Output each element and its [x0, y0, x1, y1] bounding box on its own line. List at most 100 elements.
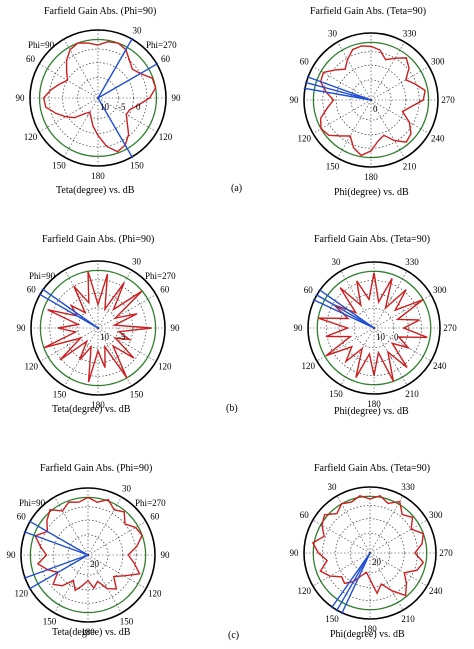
grid-ring	[67, 534, 109, 576]
angle-label: 90	[17, 323, 27, 333]
polar-panel-b-left: Farfield Gain Abs. (Phi=90) 30 60 90 120 150…	[0, 228, 200, 438]
radial-label: -5	[118, 102, 126, 112]
beam-line	[38, 293, 99, 329]
beam-line	[340, 552, 371, 615]
grid-ring	[52, 519, 124, 591]
polar-plot: 330 300 270 240 210 180 150 120 90 60 30 20	[290, 482, 454, 634]
radial-label: 0	[394, 332, 399, 342]
beam-line	[330, 552, 371, 609]
beam-line	[97, 62, 159, 99]
angle-label: 210	[401, 614, 415, 624]
grid-ring	[77, 307, 119, 349]
polar-panel-a-left: Farfield Gain Abs. (Phi=90) 30 60 90 120 150…	[0, 0, 200, 210]
angle-label: 120	[24, 132, 38, 142]
panel-xlabel: Teta(degree) vs. dB	[56, 185, 135, 196]
grid-spoke	[373, 294, 432, 329]
angle-label: 60	[304, 285, 314, 295]
angle-label: 330	[401, 482, 415, 492]
grid-spoke	[87, 496, 122, 556]
grid-ring	[353, 307, 395, 349]
grid-spoke	[87, 554, 147, 589]
grid-spoke	[369, 519, 428, 554]
row-label-c: (c)	[228, 630, 240, 641]
grid-spoke	[337, 41, 372, 101]
grid-ring	[322, 505, 418, 601]
angle-label: 270	[441, 95, 455, 105]
outer-ring	[303, 486, 437, 620]
beam-line	[315, 293, 375, 329]
grid-ring	[335, 64, 407, 136]
panel-title: Farfield Gain Abs. (Teta=90)	[314, 463, 431, 474]
beam-line	[303, 87, 372, 101]
grid-ring	[339, 293, 409, 363]
beam-line	[28, 520, 89, 556]
angle-label: 120	[158, 362, 172, 372]
grid-spoke	[369, 495, 404, 554]
panel-xlabel: Phi(degree) vs. dB	[334, 187, 409, 198]
pattern-line	[319, 45, 426, 157]
outer-ring	[307, 261, 441, 395]
angle-label: 90	[290, 548, 300, 558]
grid-spoke	[370, 99, 430, 134]
radial-label: 10	[100, 102, 110, 112]
grid-ring	[335, 518, 405, 588]
grid-spoke	[64, 269, 99, 329]
grid-spoke	[370, 41, 405, 101]
grid-spoke	[97, 327, 157, 362]
grid-spoke	[63, 38, 99, 99]
grid-spoke	[38, 97, 99, 133]
side-label-left: Phi=90	[28, 40, 55, 50]
grid-ring	[48, 48, 148, 148]
grid-spoke	[97, 269, 132, 329]
grid-ring	[349, 532, 391, 574]
grid-spoke	[97, 327, 132, 387]
angle-label: 300	[431, 57, 445, 67]
angle-label: 150	[52, 161, 66, 171]
angle-label: 150	[325, 614, 339, 624]
panel-title: Farfield Gain Abs. (Teta=90)	[314, 234, 431, 245]
angle-label: 330	[405, 257, 419, 267]
grid-spoke	[87, 554, 122, 614]
polar-plot: 30 60 90 120 150 180 150 120 90 60 20 Phi=90 Phi=270	[7, 483, 171, 637]
polar-plot: 30 60 90 120 150 180 150 120 90 60 10 -5 0 Phi=90 Phi=…	[16, 26, 182, 182]
angle-label: 30	[122, 483, 132, 493]
angle-label: 90	[16, 93, 26, 103]
angle-label: 150	[326, 162, 340, 172]
angle-label: 30	[332, 257, 342, 267]
angle-label: 30	[133, 26, 143, 36]
grid-spoke	[38, 63, 99, 99]
radial-label: -5	[118, 332, 126, 342]
beam-line	[304, 81, 372, 101]
reference-ring	[312, 41, 430, 159]
radial-label: 0	[373, 104, 378, 114]
polar-plot: 30 60 90 120 150 180 150 120 90 60 10 -5 Phi=90 Phi=2…	[17, 256, 181, 410]
angle-label: 150	[120, 617, 134, 627]
beam-line	[318, 288, 375, 329]
beam-line	[28, 554, 89, 590]
angle-label: 150	[53, 390, 67, 400]
reference-ring	[38, 38, 158, 158]
angle-label: 30	[328, 482, 338, 492]
beam-line	[23, 554, 89, 580]
grid-spoke	[340, 270, 375, 329]
angle-label: 150	[329, 389, 343, 399]
angle-label: 300	[433, 285, 447, 295]
panel-title: Farfield Gain Abs. (Phi=90)	[40, 463, 153, 474]
grid-spoke	[370, 66, 430, 101]
grid-spoke	[97, 97, 158, 133]
panel-title: Farfield Gain Abs. (Phi=90)	[42, 234, 155, 245]
grid-ring	[62, 292, 134, 364]
angle-label: 180	[91, 171, 105, 181]
angle-label: 90	[7, 550, 17, 560]
angle-label: 120	[298, 134, 312, 144]
angle-label: 150	[130, 390, 144, 400]
angle-label: 30	[328, 28, 338, 38]
angle-label: 180	[363, 624, 377, 634]
panel-title: Farfield Gain Abs. (Teta=90)	[310, 6, 427, 17]
angle-label: 210	[405, 389, 419, 399]
angle-label: 60	[300, 510, 310, 520]
pattern-line	[311, 495, 425, 597]
angle-label: 240	[429, 586, 443, 596]
side-label-left: Phi=90	[29, 271, 56, 281]
polar-panel-b-right: Farfield Gain Abs. (Teta=90) 330 300 270 24…	[274, 228, 474, 438]
